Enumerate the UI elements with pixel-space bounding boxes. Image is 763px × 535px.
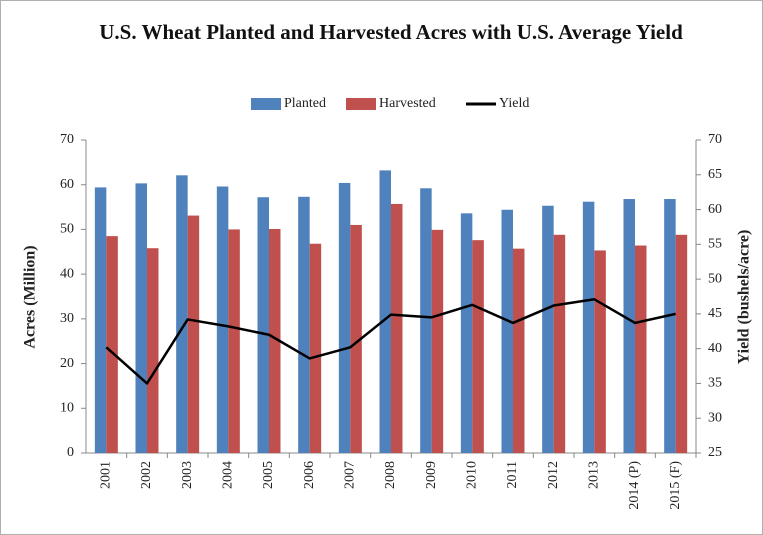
y2-tick-label: 30 [708,410,722,425]
line [105,298,676,385]
bar [472,240,484,453]
bar [228,229,240,453]
bar [664,199,676,453]
x-tick-label: 2003 [180,461,195,489]
y-tick-label: 50 [60,222,74,237]
y-tick-label: 70 [60,132,74,147]
bar [350,224,362,453]
x-tick-label: 2009 [424,461,439,489]
x-tick-label: 2002 [139,461,154,489]
bar [187,215,200,453]
bar [542,205,554,453]
bar [431,229,444,453]
legend-label: Harvested [379,96,436,111]
y2-tick-label: 35 [708,376,722,391]
bar [594,250,606,453]
x-tick-label: 2010 [465,461,480,489]
y2-tick-label: 50 [708,271,722,286]
y2-tick-label: 45 [708,306,722,321]
bar [257,197,269,453]
bar [216,186,229,453]
bar [106,236,118,453]
bar [460,213,473,453]
bar [338,182,351,453]
bar [176,175,188,453]
legend-label: Planted [284,96,326,111]
x-tick-label: 2013 [587,461,602,489]
bar [582,201,595,453]
y-axis-label: Acres (Million) [22,245,39,348]
bar [391,203,403,453]
y-tick-label: 10 [60,401,74,416]
bar [501,209,513,453]
bar [309,243,322,453]
bar [420,188,432,453]
bar [553,234,566,453]
y2-tick-label: 40 [708,341,722,356]
bar [623,199,635,453]
bar [298,196,310,453]
y2-tick-label: 55 [708,237,722,252]
chart-title: U.S. Wheat Planted and Harvested Acres w… [99,20,683,44]
x-tick-label: 2011 [505,461,520,488]
x-tick-label: 2004 [221,461,236,489]
y2-tick-label: 70 [708,132,722,147]
x-tick-label: 2006 [302,461,317,489]
bar [513,248,525,453]
x-tick-label: 2001 [99,461,114,489]
y2-tick-label: 60 [708,202,722,217]
legend-swatch [346,98,376,110]
bar [269,228,281,453]
y-tick-label: 60 [60,177,74,192]
y-tick-label: 0 [67,445,74,460]
y2-axis-label: Yield (bushels/acre) [736,230,753,365]
bar [635,245,647,453]
x-tick-label: 2007 [343,461,358,489]
bar [147,248,159,453]
y2-tick-label: 65 [708,167,722,182]
bar [135,183,147,453]
x-tick-label: 2008 [383,461,398,489]
x-tick-label: 2012 [546,461,561,489]
bar [94,187,107,453]
legend-swatch [251,98,281,110]
bar [675,234,688,453]
legend-label: Yield [499,96,529,111]
y-tick-label: 40 [60,266,74,281]
bar [379,170,391,454]
x-tick-label: 2014 (P) [627,461,642,510]
x-tick-label: 2015 (F) [668,461,683,510]
y-tick-label: 20 [60,356,74,371]
x-tick-label: 2005 [261,461,276,489]
y-tick-label: 30 [60,311,74,326]
y2-tick-label: 25 [708,445,722,460]
